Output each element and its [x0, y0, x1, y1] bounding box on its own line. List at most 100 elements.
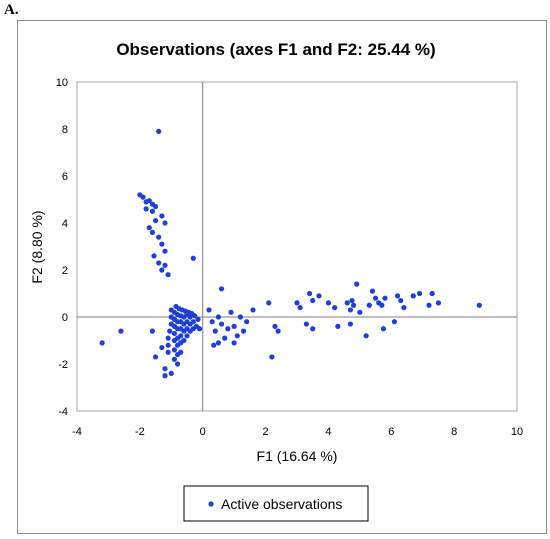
plot-border — [76, 81, 518, 412]
x-tick-label: 8 — [451, 426, 457, 438]
data-point — [335, 323, 341, 329]
data-point — [149, 229, 156, 235]
data-point — [426, 302, 432, 308]
legend-entry-active-observations: Active observations — [221, 496, 342, 512]
data-point — [159, 344, 165, 351]
data-point — [391, 319, 398, 325]
data-point — [152, 354, 159, 360]
data-point — [190, 319, 196, 325]
data-point — [476, 302, 482, 308]
data-point — [165, 272, 171, 278]
data-point — [303, 321, 310, 327]
y-tick-label: 6 — [62, 171, 68, 183]
data-point — [162, 262, 168, 268]
legend-box — [183, 485, 369, 522]
x-tick-label: 10 — [511, 426, 523, 438]
data-point — [156, 128, 162, 134]
data-point — [349, 297, 355, 304]
y-tick-label: 8 — [62, 124, 68, 136]
data-point — [310, 297, 316, 304]
data-point — [140, 194, 146, 200]
x-tick-label: 2 — [263, 426, 269, 438]
data-point — [250, 307, 256, 313]
data-point — [174, 361, 181, 367]
data-point — [435, 300, 442, 306]
data-point — [118, 328, 124, 334]
data-point — [156, 260, 162, 266]
data-point — [99, 340, 105, 346]
data-point — [237, 314, 244, 320]
x-tick-label: -2 — [135, 426, 145, 438]
data-point — [149, 208, 156, 214]
data-point — [162, 220, 168, 226]
data-point — [171, 356, 178, 362]
data-point — [231, 340, 237, 346]
data-point — [152, 218, 159, 224]
x-tick-label: 6 — [388, 426, 394, 438]
data-point — [171, 330, 178, 337]
data-point — [168, 370, 174, 376]
plot-area: -4 -2 0 2 4 6 8 10 -4 -2 0 2 4 6 8 10 — [56, 77, 523, 438]
panel-label: A. — [4, 2, 19, 18]
data-point — [162, 373, 168, 379]
data-point — [165, 342, 171, 348]
data-point — [143, 206, 149, 212]
data-point — [190, 255, 196, 261]
data-point — [266, 300, 272, 306]
data-point — [159, 241, 165, 247]
data-point — [325, 300, 332, 306]
data-point — [354, 281, 360, 287]
data-point — [162, 248, 168, 254]
data-point — [272, 323, 278, 329]
data-point — [195, 316, 201, 322]
data-point — [149, 328, 156, 334]
data-point — [369, 288, 376, 294]
data-point — [159, 213, 165, 219]
data-point — [146, 225, 152, 231]
data-point — [165, 349, 171, 355]
y-tick-label: -2 — [58, 359, 68, 371]
data-point — [306, 290, 313, 297]
data-point — [218, 286, 225, 292]
data-point — [380, 326, 387, 332]
data-point — [344, 300, 350, 306]
data-point — [398, 297, 404, 304]
data-point — [310, 326, 316, 332]
data-point — [212, 328, 218, 334]
y-tick-label: 10 — [56, 77, 68, 89]
y-tick-label: 0 — [62, 312, 68, 324]
data-point — [171, 347, 178, 353]
data-point — [350, 302, 357, 308]
y-tick-label: 2 — [62, 265, 68, 277]
data-point — [222, 335, 228, 341]
data-point — [401, 305, 407, 311]
data-point — [225, 326, 231, 332]
data-point — [231, 323, 237, 329]
legend-marker — [208, 501, 214, 507]
data-point — [192, 313, 198, 319]
chart-frame — [17, 20, 547, 534]
data-point — [379, 302, 385, 308]
chart-title: Observations (axes F1 and F2: 25.44 %) — [116, 40, 435, 59]
data-point — [429, 290, 435, 297]
x-axis-label: F1 (16.64 %) — [257, 448, 338, 464]
data-point — [196, 326, 203, 332]
data-point — [152, 203, 159, 210]
data-point — [211, 342, 217, 348]
data-point — [167, 328, 173, 334]
x-tick-label: -4 — [72, 426, 82, 438]
data-point — [215, 314, 222, 320]
data-point — [184, 333, 190, 339]
legend: Active observations — [183, 485, 369, 522]
y-axis-label: F2 (8.80 %) — [29, 210, 45, 283]
y-tick-label: 4 — [62, 218, 68, 230]
data-point — [297, 305, 303, 311]
data-point — [347, 307, 354, 313]
data-point — [209, 319, 215, 325]
data-point — [332, 305, 338, 311]
x-tick-label: 4 — [325, 426, 331, 438]
data-point — [151, 253, 157, 259]
data-point — [382, 295, 388, 301]
data-point — [240, 328, 247, 334]
data-point — [215, 340, 222, 346]
